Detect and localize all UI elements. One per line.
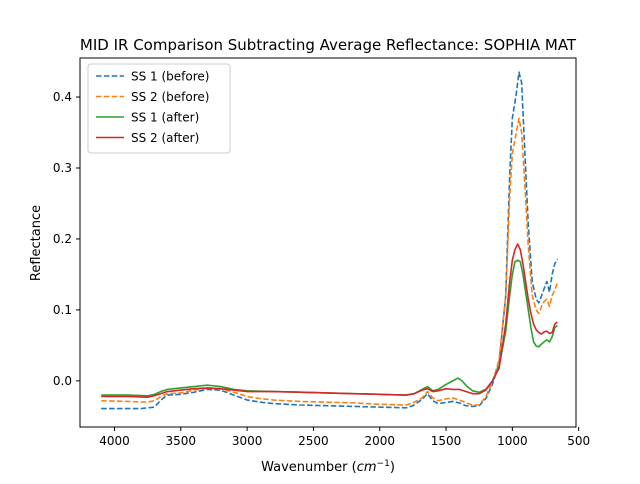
plot-frame [79, 57, 577, 428]
series-line-1 [101, 71, 559, 410]
x-tick-label: 1500 [431, 434, 462, 448]
y-tick-label: 0.3 [53, 161, 72, 175]
series-line-2 [101, 117, 559, 406]
x-tick-label: 3000 [232, 434, 263, 448]
x-tick-label: 2000 [364, 434, 395, 448]
y-axis-label: Reflectance [29, 205, 44, 281]
x-tick-label: 500 [567, 434, 590, 448]
legend-items: SS 1 (before) SS 2 (before) SS 1 (after) SS… [96, 70, 209, 145]
series-line-3 [101, 259, 558, 397]
legend-label-2: SS 2 (before) [131, 90, 209, 104]
y-tick-label: 0.2 [53, 232, 72, 246]
series-group [101, 71, 559, 410]
x-tick-label: 2500 [298, 434, 329, 448]
x-axis-ticks: 4000 3500 3000 2500 2000 1500 1000 500 [99, 427, 590, 448]
x-tick-label: 3500 [166, 434, 197, 448]
x-tick-label: 1000 [497, 434, 528, 448]
y-tick-label: 0.4 [53, 90, 72, 104]
chart-title: MID IR Comparison Subtracting Average Re… [80, 36, 577, 54]
legend: SS 1 (before) SS 2 (before) SS 1 (after) SS… [87, 63, 231, 154]
y-tick-label: 0.1 [53, 303, 72, 317]
y-axis-ticks: 0.0 0.1 0.2 0.3 0.4 [53, 90, 80, 388]
x-axis-label: Wavenumber (cm−1) [261, 459, 395, 475]
legend-label-4: SS 2 (after) [131, 131, 199, 145]
legend-label-3: SS 1 (after) [131, 111, 199, 125]
legend-box [87, 63, 231, 154]
plot-area: 4000 3500 3000 2500 2000 1500 1000 500 0.00.10.… [53, 57, 590, 448]
series-line-4 [101, 243, 558, 398]
y-tick-label: 0.0 [53, 374, 72, 388]
x-tick-label: 4000 [99, 434, 130, 448]
legend-label-1: SS 1 (before) [131, 70, 209, 84]
